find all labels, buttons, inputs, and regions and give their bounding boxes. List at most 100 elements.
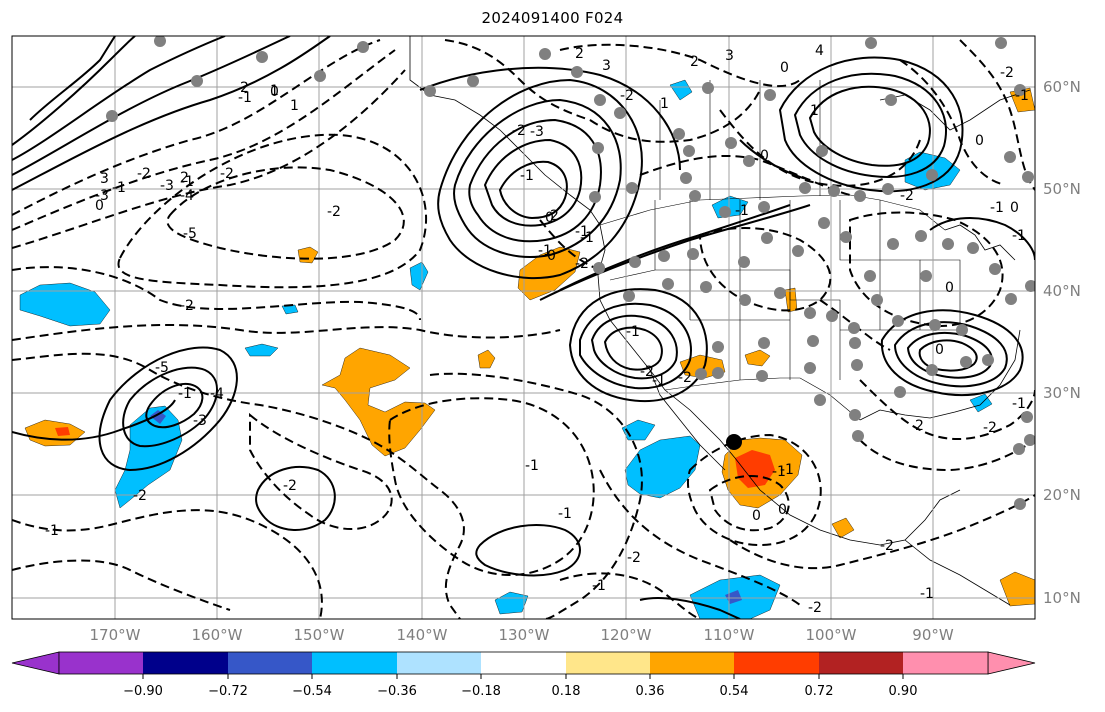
station-dot (695, 368, 707, 380)
station-dot (852, 430, 864, 442)
colorbar-segment (481, 652, 566, 674)
contour-label: -2 (900, 188, 914, 204)
solid-contour (880, 309, 1024, 396)
fill-small-blue-1 (244, 343, 279, 357)
dashed-contour (166, 166, 405, 260)
station-dot (700, 281, 712, 293)
contour-label: -1 (1012, 396, 1026, 412)
station-dot (826, 310, 838, 322)
station-dot (1013, 443, 1025, 455)
contour-labels: -1-2-3-4-5-1 012-2-10 -2-3-2-1-5-4-3-2-1-2… (45, 43, 1029, 616)
station-dot (1004, 151, 1016, 163)
solid-contour (12, 399, 176, 441)
station-dot (849, 409, 861, 421)
fill-central-orange (321, 347, 436, 457)
fill-alaska-orange (517, 246, 581, 301)
station-dot (743, 155, 755, 167)
contour-label: 0 (545, 210, 554, 226)
contour-label: -1 (238, 90, 252, 106)
station-dot (989, 263, 1001, 275)
contour-label: -1 (180, 174, 194, 190)
contour-label: 3 (602, 58, 611, 74)
contour-label: 0 (975, 133, 984, 149)
solid-contour (918, 339, 978, 372)
contour-label: -1 (652, 373, 666, 389)
station-dot (314, 70, 326, 82)
contour-label: -2 (512, 123, 526, 139)
station-dot (592, 142, 604, 154)
contour-label: -1 (580, 230, 594, 246)
colorbar-left-arrow (11, 651, 60, 675)
contour-label: 2 (915, 418, 924, 434)
station-dot (864, 270, 876, 282)
contour-label: -2 (620, 88, 634, 104)
colorbar-tick-label: 0.18 (551, 684, 581, 699)
solid-contour (12, 36, 136, 146)
dashed-contour (686, 433, 822, 547)
contour-label: 3 (725, 48, 734, 64)
station-dot (1014, 498, 1026, 510)
dashed-contour (12, 69, 406, 249)
colorbar-segment (59, 652, 143, 674)
station-dot (673, 128, 685, 140)
station-dot (689, 190, 701, 202)
dashed-contour (698, 227, 832, 312)
station-dot (357, 41, 369, 53)
contour-label: -3 (193, 413, 207, 429)
contour-label: 2 (690, 54, 699, 70)
station-dot (851, 359, 863, 371)
colorbar-segment (650, 652, 734, 674)
contour-label: -1 (592, 578, 606, 594)
contour-label: -1 (735, 203, 749, 219)
solid-contour (145, 383, 204, 429)
contour-label: -1 (772, 464, 786, 480)
colorbar-tick-label: −0.36 (377, 684, 417, 699)
station-dot (804, 362, 816, 374)
dashed-contour (559, 572, 701, 619)
fill-baja-blue (624, 435, 701, 499)
state-line-7 (609, 269, 656, 281)
dashed-contour (859, 379, 1035, 441)
solid-contour (255, 465, 336, 531)
colorbar-frame (58, 651, 989, 675)
fill-southwest-orange-2 (744, 349, 771, 367)
station-dot (680, 172, 692, 184)
colorbar-tick-label: −0.54 (292, 684, 332, 699)
station-markers (106, 36, 1035, 510)
station-dot (719, 206, 731, 218)
station-dot (854, 190, 866, 202)
colorbar-segment (734, 652, 819, 674)
contour-label: -2 (180, 298, 194, 314)
station-dot (892, 315, 904, 327)
solid-contour (498, 160, 568, 220)
lon-label: 100°W (805, 626, 857, 644)
station-dot (467, 75, 479, 87)
contour-label: -3 (95, 188, 109, 204)
fill-south-blue-2 (494, 591, 529, 615)
station-dot (614, 107, 626, 119)
solid-contour (929, 217, 1035, 261)
fill-hawaii-purple (150, 410, 166, 424)
station-dot (792, 245, 804, 257)
colorbar-segment (228, 652, 312, 674)
contour-label: -2 (327, 204, 341, 220)
solid-contour (12, 36, 331, 191)
fill-nw-canada-blue (669, 79, 693, 101)
station-dot (995, 37, 1007, 49)
contour-label: 0 (547, 248, 556, 264)
station-dot (942, 238, 954, 250)
solid-contour (12, 36, 226, 161)
fill-small-orange-2 (297, 246, 319, 264)
fill-small-blue-2 (409, 261, 429, 291)
solid-contour (12, 36, 291, 176)
colorbar-tick-label: −0.72 (208, 684, 248, 699)
contour-label: -2 (137, 166, 151, 182)
station-dot (894, 386, 906, 398)
lat-label: 10°N (1043, 589, 1081, 607)
dashed-contour (12, 323, 561, 341)
dashed-contour (589, 89, 761, 143)
contour-label: 1 (660, 96, 669, 112)
contour-label: -1 (920, 586, 934, 602)
dashed-contour (12, 39, 381, 216)
positive-contours (12, 36, 1035, 619)
